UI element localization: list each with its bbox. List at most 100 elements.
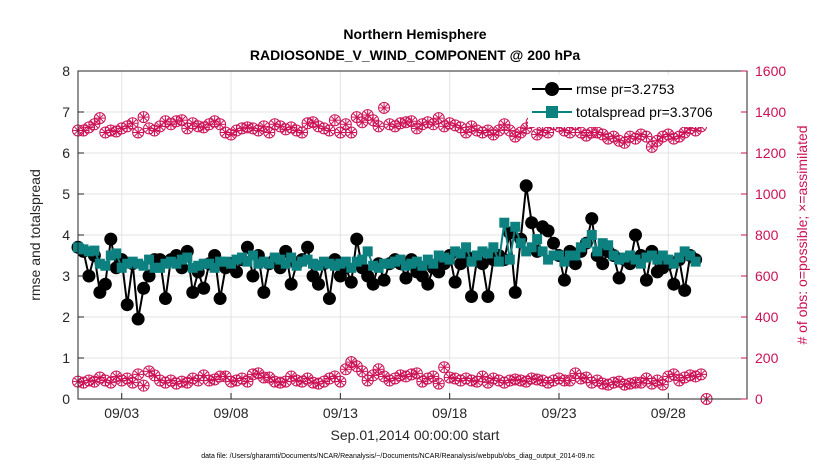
obs-count-upper-point — [378, 101, 391, 114]
totalspread-point — [411, 256, 422, 267]
obs-count-lower-point — [345, 356, 358, 369]
rmse-point — [612, 271, 626, 285]
rmse-point — [311, 277, 325, 291]
totalspread-point — [532, 234, 543, 245]
totalspread-point — [111, 248, 122, 259]
legend: rmse pr=3.2753 totalspread pr=3.3706 — [528, 75, 740, 127]
totalspread-point — [258, 256, 269, 267]
totalspread-point — [127, 256, 138, 267]
obs-count-lower-point — [438, 361, 451, 374]
obs-count-upper-point — [432, 112, 445, 125]
totalspread-point — [406, 258, 417, 269]
totalspread-point — [630, 254, 641, 265]
x-tick-label: 09/03 — [104, 405, 139, 421]
totalspread-point — [493, 256, 504, 267]
obs-count-upper-point — [110, 125, 123, 138]
totalspread-point — [482, 248, 493, 259]
y-right-tick-label: 0 — [755, 391, 763, 407]
legend-totalspread-marker — [546, 106, 558, 118]
totalspread-point — [614, 254, 625, 265]
rmse-point — [547, 236, 561, 250]
obs-count-lower-point — [563, 374, 576, 387]
y-right-tick-label: 1000 — [755, 186, 786, 202]
totalspread-point — [324, 258, 335, 269]
obs-count-lower-point — [432, 377, 445, 390]
obs-count-upper-point — [339, 118, 352, 131]
rmse-point — [377, 273, 391, 287]
rmse-point — [98, 277, 112, 291]
obs-count-upper-point — [334, 126, 347, 139]
totalspread-point — [537, 246, 548, 257]
totalspread-point — [619, 252, 630, 263]
totalspread-point — [297, 256, 308, 267]
totalspread-point — [368, 260, 379, 271]
totalspread-point — [291, 260, 302, 271]
y-right-tick-label: 200 — [755, 350, 779, 366]
totalspread-point — [428, 258, 439, 269]
obs-count-lower-point — [137, 379, 150, 392]
totalspread-point — [575, 242, 586, 253]
totalspread-point — [499, 217, 510, 228]
totalspread-point — [78, 244, 89, 255]
rmse-point — [137, 281, 151, 295]
totalspread-point — [663, 254, 674, 265]
rmse-point — [629, 228, 642, 242]
totalspread-point — [608, 250, 619, 261]
totalspread-point — [390, 256, 401, 267]
totalspread-point — [357, 254, 368, 265]
rmse-point — [508, 285, 522, 299]
totalspread-point — [379, 258, 390, 269]
y-tick-label: 1 — [62, 350, 70, 366]
totalspread-point — [592, 246, 603, 257]
totalspread-point — [597, 238, 608, 249]
totalspread-point — [204, 258, 215, 269]
obs-count-upper-point — [405, 115, 418, 128]
rmse-point — [257, 285, 271, 299]
rmse-point — [519, 179, 533, 193]
y-axis-left: 0 1 2 3 4 5 6 7 8 — [62, 63, 84, 407]
totalspread-point — [209, 262, 220, 273]
rmse-point — [284, 277, 298, 291]
totalspread-point — [564, 250, 575, 261]
totalspread-point — [581, 238, 592, 249]
totalspread-point — [466, 256, 477, 267]
obs-count-lower-point — [656, 378, 669, 391]
obs-count-lower-point — [427, 370, 440, 383]
y-tick-label: 4 — [62, 227, 70, 243]
rmse-point — [301, 240, 315, 254]
totalspread-point — [444, 254, 455, 265]
totalspread-point — [461, 242, 472, 253]
totalspread-point — [521, 246, 532, 257]
rmse-point — [667, 277, 681, 291]
totalspread-point — [504, 254, 515, 265]
totalspread-point — [657, 250, 668, 261]
totalspread-point — [548, 250, 559, 261]
rmse-point — [186, 285, 200, 299]
obs-count-layer — [72, 101, 713, 405]
totalspread-point — [674, 252, 685, 263]
totalspread-point — [526, 242, 537, 253]
y-tick-label: 7 — [62, 104, 70, 120]
rmse-point — [82, 269, 96, 283]
totalspread-point — [220, 256, 231, 267]
rmse-point — [399, 271, 413, 285]
x-tick-label: 09/13 — [323, 405, 358, 421]
totalspread-point — [165, 256, 176, 267]
series-layer — [71, 179, 703, 326]
y-axis-label: rmse and totalspread — [27, 169, 43, 301]
obs-count-upper-point — [372, 120, 385, 133]
chart-title: Northern Hemisphere — [343, 26, 486, 42]
rmse-point — [131, 312, 145, 326]
chart-subtitle: RADIOSONDE_V_WIND_COMPONENT @ 200 hPa — [250, 47, 580, 63]
obs-count-lower-point — [410, 367, 423, 380]
y-axis-right: 0 200 400 600 800 1000 1200 1400 1600 — [741, 63, 786, 407]
rmse-point — [481, 290, 495, 303]
totalspread-point — [89, 245, 100, 256]
y-right-tick-label: 1200 — [755, 145, 786, 161]
totalspread-point — [100, 260, 111, 271]
y-right-tick-label: 1600 — [755, 63, 786, 79]
totalspread-point — [302, 254, 313, 265]
totalspread-point — [83, 246, 94, 257]
legend-totalspread-label: totalspread pr=3.3706 — [576, 104, 713, 120]
